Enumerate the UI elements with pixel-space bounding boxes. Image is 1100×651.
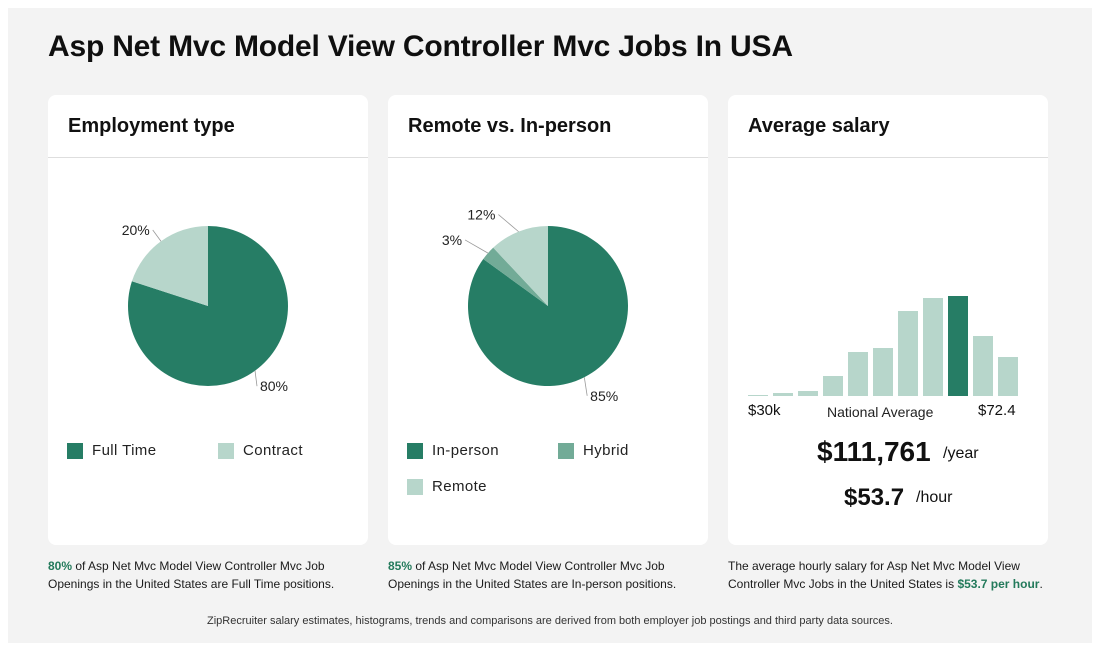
- pie-value-label-full-time: 80%: [260, 378, 288, 394]
- histogram-bar-2: [773, 393, 793, 396]
- pie-leader-in-person: [583, 377, 588, 396]
- legend-item-hybrid: Hybrid: [558, 442, 629, 459]
- hourly-salary-unit: /hour: [916, 489, 953, 506]
- page-title: Asp Net Mvc Model View Controller Mvc Jo…: [48, 30, 793, 63]
- legend-label-hybrid: Hybrid: [583, 442, 629, 459]
- legend-label-full-time: Full Time: [92, 442, 157, 459]
- pie-slice-hybrid: [483, 247, 548, 306]
- legend-swatch-full-time: [67, 442, 83, 459]
- employment-type-card: Employment type 80% 20% Full Time Contrac…: [48, 95, 368, 545]
- histogram-bar-1: [748, 395, 768, 396]
- pie-leader-hybrid: [464, 239, 489, 254]
- salary-report-panel: Asp Net Mvc Model View Controller Mvc Jo…: [8, 8, 1092, 643]
- legend-label-remote: Remote: [432, 478, 487, 495]
- pie-value-label-remote: 12%: [467, 207, 495, 223]
- salary-max-label: $72.4: [978, 402, 1016, 419]
- histogram-bar-6: [873, 348, 893, 396]
- histogram-bar-4: [823, 376, 843, 396]
- legend-swatch-hybrid: [558, 442, 574, 459]
- histogram-bar-10: [973, 336, 993, 396]
- remote-vs-in-person-card: Remote vs. In-person 85% 3% 12% In-person …: [388, 95, 708, 545]
- average-salary-caption-highlight: $53.7 per hour: [957, 577, 1040, 591]
- legend-label-contract: Contract: [243, 442, 303, 459]
- average-salary-caption-end: .: [1039, 577, 1043, 591]
- yearly-salary-value: $111,761: [817, 436, 931, 467]
- legend-swatch-contract: [218, 442, 234, 459]
- pie-value-label-hybrid: 3%: [442, 232, 462, 248]
- legend-item-in-person: In-person: [407, 442, 499, 459]
- pie-slice-remote: [493, 226, 548, 306]
- employment-type-caption-percent: 80%: [48, 559, 73, 573]
- pie-value-label-contract: 20%: [122, 222, 150, 238]
- remote-vs-in-person-pie-chart: 85% 3% 12%: [442, 207, 628, 404]
- legend-item-remote: Remote: [407, 478, 487, 495]
- national-average-label: National Average: [827, 404, 934, 420]
- remote-vs-in-person-caption: 85% of Asp Net Mvc Model View Controller…: [388, 557, 708, 593]
- legend-label-in-person: In-person: [432, 442, 499, 459]
- legend-swatch-remote: [407, 478, 423, 495]
- hourly-salary-value: $53.7: [844, 484, 905, 511]
- histogram-bar-9: [948, 296, 968, 396]
- histogram-bar-11: [998, 357, 1018, 396]
- legend-item-contract: Contract: [218, 442, 303, 459]
- pie-slice-contract: [131, 226, 208, 306]
- histogram-bar-7: [898, 311, 918, 396]
- salary-min-label: $30k: [748, 402, 781, 419]
- employment-type-pie-chart: 80% 20%: [122, 222, 288, 394]
- average-salary-caption: The average hourly salary for Asp Net Mv…: [728, 557, 1048, 593]
- pie-value-label-in-person: 85%: [590, 388, 618, 404]
- remote-vs-in-person-caption-percent: 85%: [388, 559, 413, 573]
- legend-item-full-time: Full Time: [67, 442, 156, 459]
- average-salary-heading: Average salary: [728, 95, 1048, 158]
- yearly-salary-unit: /year: [943, 445, 979, 462]
- histogram-bar-5: [848, 352, 868, 396]
- employment-type-caption-text: of Asp Net Mvc Model View Controller Mvc…: [48, 559, 335, 591]
- employment-type-caption: 80% of Asp Net Mvc Model View Controller…: [48, 557, 368, 593]
- average-salary-caption-text: The average hourly salary for Asp Net Mv…: [728, 559, 1020, 591]
- pie-leader-full-time: [254, 370, 258, 387]
- histogram-bar-8: [923, 298, 943, 396]
- legend-swatch-in-person: [407, 442, 423, 459]
- pie-slice-full-time: [128, 226, 288, 386]
- average-salary-card: Average salary $30k National Average $72…: [728, 95, 1048, 545]
- employment-type-heading: Employment type: [48, 95, 368, 158]
- pie-leader-remote: [498, 214, 519, 232]
- remote-vs-in-person-heading: Remote vs. In-person: [388, 95, 708, 158]
- salary-histogram: [748, 296, 1018, 396]
- remote-vs-in-person-caption-text: of Asp Net Mvc Model View Controller Mvc…: [388, 559, 677, 591]
- histogram-bar-3: [798, 391, 818, 396]
- pie-leader-contract: [152, 229, 162, 242]
- footer-note: ZipRecruiter salary estimates, histogram…: [207, 615, 893, 627]
